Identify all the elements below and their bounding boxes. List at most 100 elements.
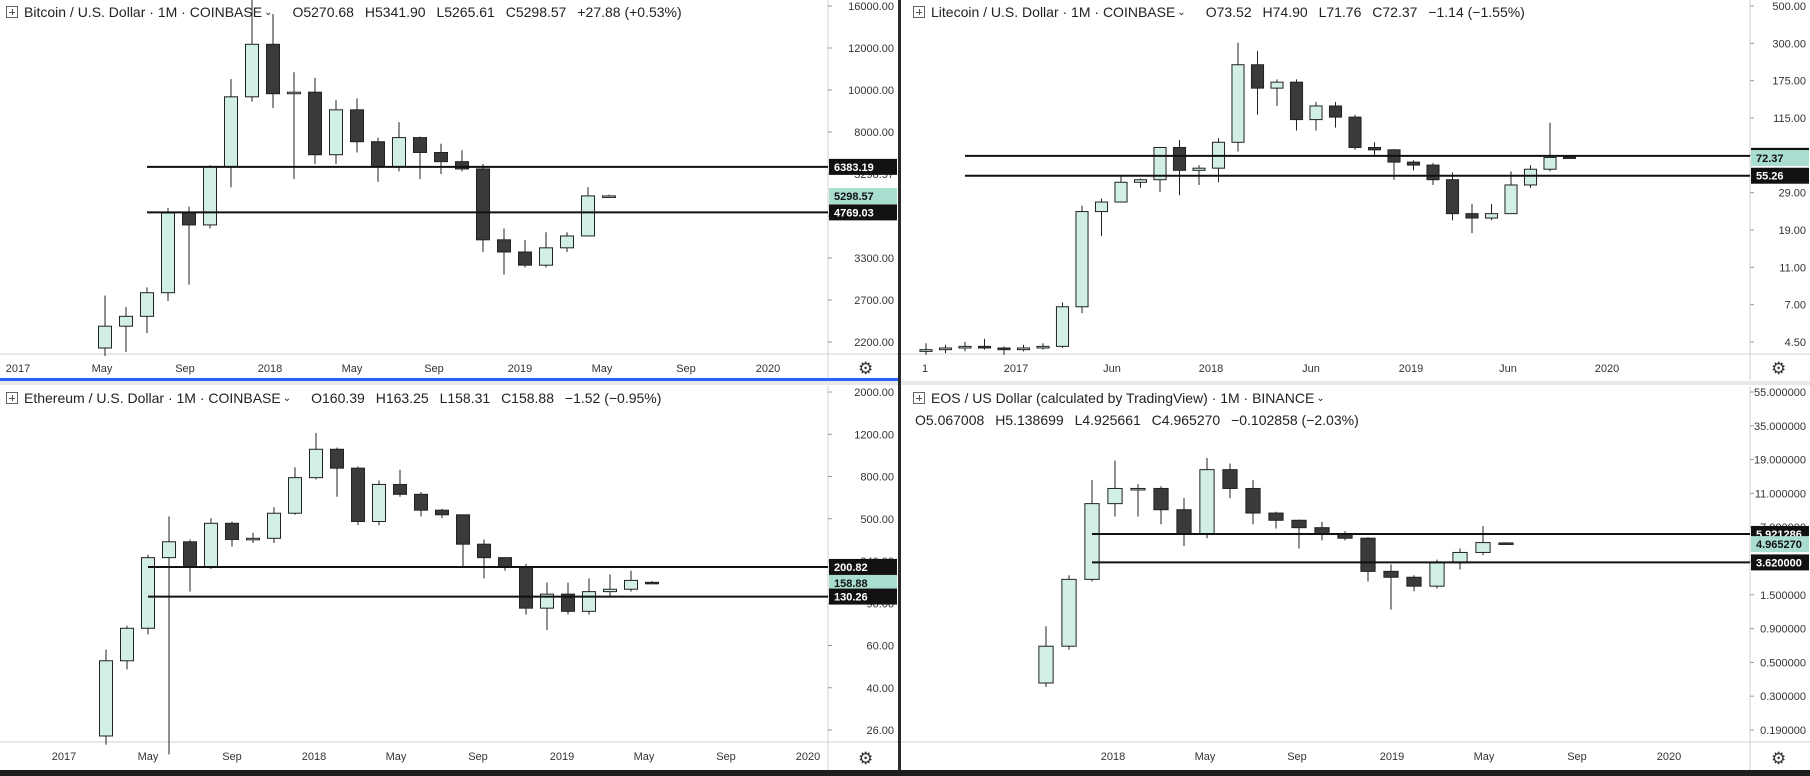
gear-icon[interactable]: ⚙: [858, 359, 874, 378]
gear-icon[interactable]: ⚙: [1771, 749, 1787, 768]
pane-divider-vertical[interactable]: [898, 0, 901, 776]
symbol-title[interactable]: EOS / US Dollar (calculated by TradingVi…: [931, 390, 1315, 406]
candle-up: [244, 43, 260, 98]
candle-up: [1523, 168, 1538, 186]
candle-down: [1250, 64, 1265, 89]
litecoin-chart[interactable]: 500.00300.00175.00115.0049.0029.0019.001…: [901, 0, 1810, 380]
low-value: L5265.61: [436, 4, 495, 20]
candle-down: [1465, 213, 1479, 219]
price-axis-label: 60.00: [866, 641, 894, 653]
candle-up: [938, 347, 953, 351]
chart-pane-eos[interactable]: 55.00000035.00000019.00000011.0000007.00…: [901, 386, 1810, 770]
time-axis-label: 2018: [302, 751, 326, 763]
candle-up: [245, 537, 261, 541]
candle-down: [497, 557, 513, 568]
symbol-title[interactable]: Bitcoin / U.S. Dollar · 1M · COINBASE: [24, 4, 263, 20]
candle-up: [98, 660, 114, 737]
time-axis-label: Jun: [1499, 363, 1517, 375]
eos-chart[interactable]: 55.00000035.00000019.00000011.0000007.00…: [901, 386, 1810, 770]
gear-icon[interactable]: ⚙: [858, 749, 874, 768]
candle-up: [1452, 551, 1468, 564]
candle-down: [1348, 116, 1362, 148]
price-tag-label: 6383.19: [834, 162, 874, 174]
candle-down: [1176, 509, 1192, 535]
low-value: L158.31: [439, 390, 491, 406]
candle-down: [518, 566, 534, 609]
price-axis-label: 1.500000: [1760, 590, 1806, 602]
chevron-down-icon[interactable]: ⌄: [1177, 6, 1186, 18]
candle-up: [1270, 81, 1284, 89]
candle-up: [1130, 487, 1146, 491]
price-tag-label: 4.965270: [1756, 539, 1802, 551]
close-value: C5298.57: [505, 4, 567, 20]
candle-up: [580, 195, 596, 237]
price-axis-label: 40.00: [866, 683, 894, 695]
candle-up: [602, 588, 618, 593]
candle-up: [391, 137, 407, 167]
gear-icon[interactable]: ⚙: [1771, 359, 1787, 378]
price-tag-bg: [829, 558, 897, 575]
candle-down: [1328, 105, 1343, 118]
candle-down: [434, 509, 450, 516]
candle-up: [1543, 156, 1557, 170]
symbol-title[interactable]: Ethereum / U.S. Dollar · 1M · COINBASE: [24, 390, 281, 406]
litecoin-legend: Litecoin / U.S. Dollar · 1M · COINBASE ⌄…: [913, 4, 1532, 20]
candle-up: [1484, 213, 1499, 219]
pane-divider-horizontal[interactable]: [0, 381, 1810, 385]
expand-icon[interactable]: [6, 6, 18, 18]
price-axis-label: 500.00: [1772, 1, 1806, 13]
price-axis-label: 115.00: [1773, 113, 1806, 125]
symbol-title[interactable]: Litecoin / U.S. Dollar · 1M · COINBASE: [931, 4, 1176, 20]
ohlc-values: O160.39 H163.25 L158.31 C158.88 −1.52 (−…: [311, 390, 668, 406]
expand-icon[interactable]: [6, 392, 18, 404]
price-axis-label: 19.00: [1778, 225, 1806, 237]
chart-pane-bitcoin[interactable]: 16000.0012000.0010000.008000.005298.5741…: [0, 0, 898, 380]
level-price-tag: 200.82: [829, 558, 897, 575]
bitcoin-legend: Bitcoin / U.S. Dollar · 1M · COINBASE ⌄ …: [6, 4, 689, 20]
price-tag-bg: [1751, 536, 1809, 553]
chevron-down-icon[interactable]: ⌄: [282, 392, 292, 404]
candle-down: [181, 212, 197, 226]
price-axis-label: 0.300000: [1760, 691, 1806, 703]
price-axis-label: 2200.00: [854, 337, 894, 349]
candle-up: [538, 247, 554, 266]
open-value: O160.39: [311, 390, 365, 406]
candle-down: [1360, 537, 1376, 572]
time-axis-label: 1: [922, 363, 928, 375]
current-price-tag: 158.88: [829, 574, 897, 591]
time-axis-label: 2019: [1380, 751, 1404, 763]
level-price-tag: 4769.03: [829, 204, 897, 221]
low-value: L71.76: [1318, 4, 1362, 20]
candle-up: [118, 315, 134, 327]
chevron-down-icon[interactable]: ⌄: [1316, 392, 1325, 404]
candle-up: [1199, 469, 1215, 535]
time-axis-label: May: [634, 751, 655, 763]
change-value: −1.14 (−1.55%): [1428, 4, 1525, 20]
ohlc-values: O5270.68 H5341.90 L5265.61 C5298.57 +27.…: [292, 4, 688, 20]
eos-ohlc-values: O5.067008 H5.138699 L4.925661 C4.965270 …: [915, 412, 1366, 428]
chart-pane-ethereum[interactable]: 2000.001200.00800.00500.00340.0090.0060.…: [0, 386, 898, 770]
price-tag-label: 4769.03: [834, 207, 874, 219]
bitcoin-chart[interactable]: 16000.0012000.0010000.008000.005298.5741…: [0, 0, 898, 380]
time-axis-label: 2020: [756, 363, 780, 375]
candle-up: [140, 557, 156, 629]
time-axis-label: 2020: [1657, 751, 1681, 763]
candle-up: [1094, 201, 1109, 213]
chevron-down-icon[interactable]: ⌄: [264, 6, 273, 18]
candle-down: [1245, 487, 1261, 514]
change-value: +27.88 (+0.53%): [577, 4, 682, 20]
candle-down: [977, 345, 992, 349]
ethereum-chart[interactable]: 2000.001200.00800.00500.00340.0090.0060.…: [0, 386, 898, 770]
candle-up: [160, 212, 176, 294]
expand-icon[interactable]: [913, 392, 925, 404]
candle-up: [1061, 578, 1077, 647]
price-axis-label: 10000.00: [848, 85, 894, 97]
candle-down: [476, 543, 492, 559]
candle-down: [517, 251, 533, 266]
candle-down: [496, 239, 512, 253]
candle-down: [1426, 164, 1440, 181]
time-axis-label: 2018: [258, 363, 282, 375]
candle-down: [1498, 542, 1514, 545]
chart-pane-litecoin[interactable]: 500.00300.00175.00115.0049.0029.0019.001…: [901, 0, 1810, 380]
expand-icon[interactable]: [913, 6, 925, 18]
